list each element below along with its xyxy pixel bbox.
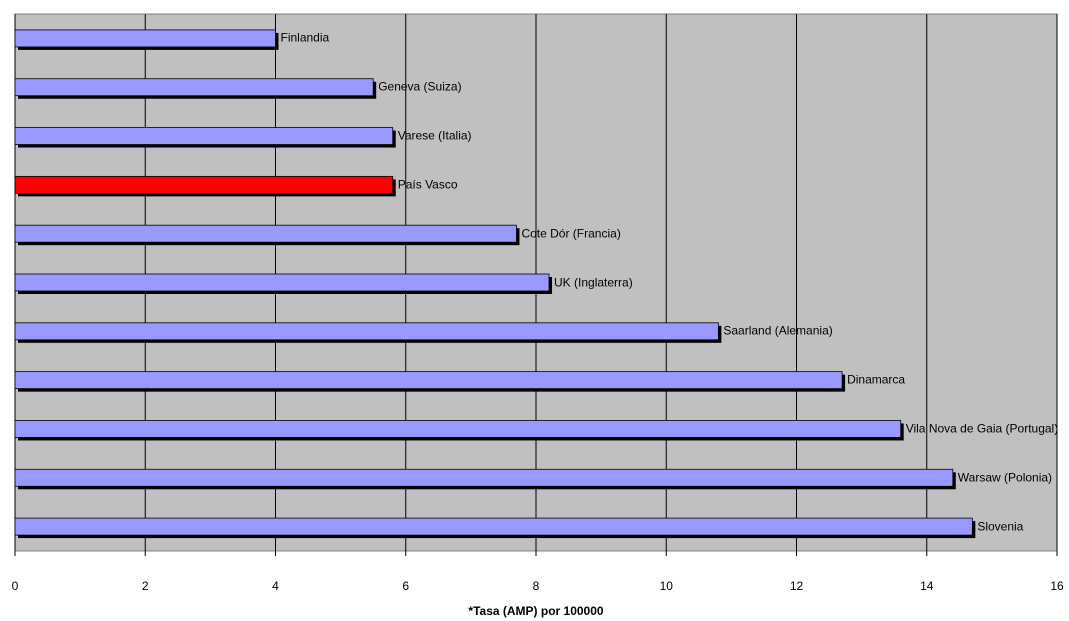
bar [14, 322, 719, 341]
x-tick-label: 10 [660, 579, 674, 593]
bar [14, 224, 517, 243]
x-tick-label: 0 [12, 579, 19, 593]
bar-label: Geneva (Suiza) [378, 79, 462, 94]
bar-label: Finlandia [280, 30, 330, 45]
bar-label: UK (Inglaterra) [554, 275, 633, 289]
bar [14, 468, 954, 487]
x-tick-label: 6 [402, 579, 409, 593]
bar-label: País Vasco [397, 177, 458, 192]
bar [14, 127, 394, 145]
bar-label: Varese (Italia) [397, 128, 472, 143]
bar-label: Cote Dór (Francia) [521, 226, 621, 241]
x-tick-label: 8 [533, 579, 540, 593]
bar-label: Dinamarca [847, 372, 906, 387]
bar [14, 517, 973, 536]
bar-label: Warsaw (Polonia) [957, 470, 1053, 485]
bar [14, 420, 902, 438]
bar-label: Slovenia [977, 519, 1024, 534]
x-tick-label: 4 [272, 579, 279, 593]
x-tick-label: 14 [920, 579, 934, 593]
x-tick-label: 12 [790, 579, 804, 593]
x-tick-label: 16 [1050, 579, 1064, 593]
bar [14, 78, 374, 97]
bar [14, 273, 550, 292]
bar [14, 371, 843, 390]
x-tick-label: 2 [142, 579, 149, 593]
bar [14, 175, 394, 194]
bar [14, 29, 276, 48]
x-axis-title: *Tasa (AMP) por 100000 [468, 604, 603, 618]
bar-label: Vila Nova de Gaia (Portugal) [905, 421, 1059, 436]
bar-label: Saarland (Alemania) [723, 323, 833, 338]
